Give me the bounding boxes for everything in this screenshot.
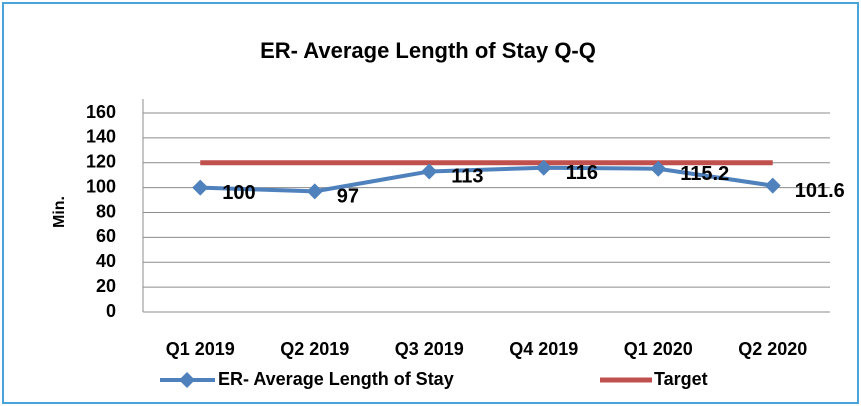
data-point [306,183,323,200]
data-label: 97 [337,186,359,208]
data-label: 116 [566,162,598,184]
data-label: 113 [451,166,483,188]
y-tick-label: 100 [86,176,116,196]
x-tick-label: Q2 2019 [280,339,349,359]
data-point [192,179,209,196]
data-label: 100 [222,182,255,204]
y-tick-label: 120 [86,152,116,172]
legend-label: Target [654,369,708,389]
legend-label: ER- Average Length of Stay [218,369,454,389]
series-line [200,165,774,194]
y-tick-label: 40 [96,251,116,271]
y-tick-label: 60 [96,226,116,246]
x-tick-label: Q2 2020 [738,339,807,359]
x-tick-label: Q1 2020 [624,339,693,359]
legend-marker [179,372,195,388]
y-tick-label: 80 [96,201,116,221]
data-point [421,163,438,180]
data-point [535,159,552,176]
y-tick-label: 20 [96,276,116,296]
x-tick-label: Q3 2019 [395,339,464,359]
data-point [650,160,667,177]
y-axis-label: Min. [51,196,68,228]
data-label: 115.2 [680,163,729,185]
data-point [764,177,781,194]
chart-title: ER- Average Length of Stay Q-Q [260,38,596,63]
y-tick-label: 140 [86,127,116,147]
y-tick-label: 0 [106,301,116,321]
x-tick-label: Q1 2019 [166,339,235,359]
y-tick-label: 160 [86,102,116,122]
x-tick-label: Q4 2019 [509,339,578,359]
data-label: 101.6 [795,180,845,202]
